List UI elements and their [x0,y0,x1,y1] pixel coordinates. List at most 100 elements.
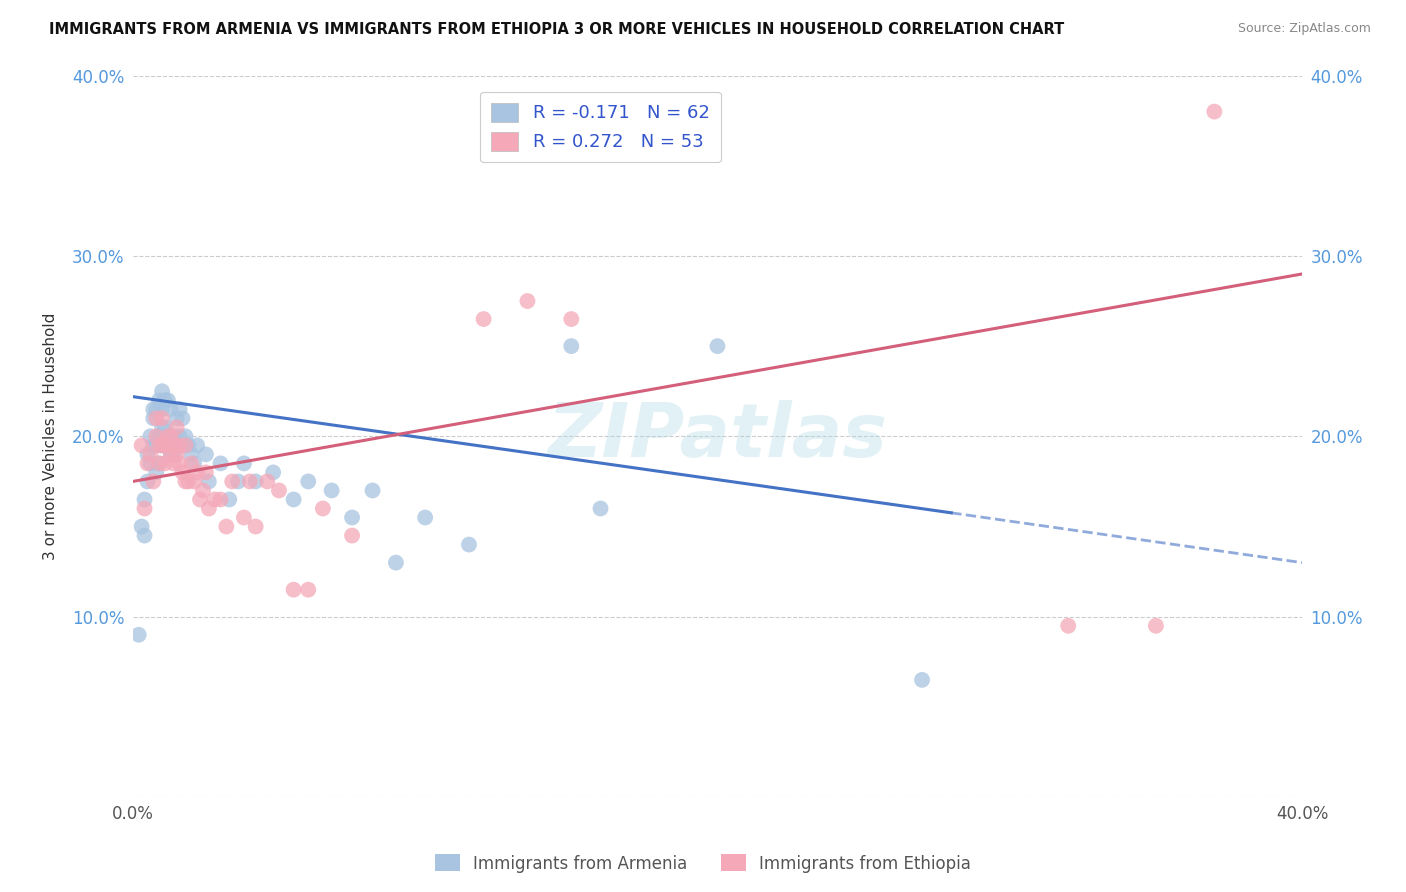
Point [163,457,186,471]
Point [148,457,170,471]
Point [385,556,408,570]
Point [177,438,200,452]
Point [183,475,205,489]
Point [361,483,384,498]
Point [160,429,183,443]
Point [148,393,170,408]
Point [153,457,176,471]
Point [136,475,159,489]
Point [145,411,167,425]
Point [128,628,150,642]
Point [560,339,582,353]
Point [150,402,173,417]
Point [131,519,153,533]
Point [160,402,183,417]
Point [131,438,153,452]
Point [160,429,183,443]
Point [150,384,173,399]
Point [156,429,179,443]
Point [145,466,167,480]
Point [166,438,188,452]
Point [245,475,267,489]
Point [134,492,156,507]
Point [209,492,232,507]
Point [148,438,170,452]
Point [172,411,194,425]
Point [139,429,162,443]
Point [160,447,183,461]
Point [150,438,173,452]
Point [312,501,335,516]
Point [191,483,214,498]
Point [148,457,170,471]
Point [180,457,202,471]
Point [458,538,481,552]
Point [188,492,211,507]
Point [267,483,290,498]
Point [169,429,191,443]
Point [218,492,240,507]
Point [169,402,191,417]
Legend: R = -0.171   N = 62, R = 0.272   N = 53: R = -0.171 N = 62, R = 0.272 N = 53 [481,92,720,162]
Point [245,519,267,533]
Y-axis label: 3 or more Vehicles in Household: 3 or more Vehicles in Household [44,312,58,560]
Point [1204,104,1226,119]
Point [150,438,173,452]
Point [232,457,254,471]
Point [166,411,188,425]
Point [174,429,197,443]
Point [136,457,159,471]
Point [134,528,156,542]
Point [297,582,319,597]
Point [150,420,173,434]
Point [198,501,221,516]
Point [172,466,194,480]
Point [153,438,176,452]
Point [174,438,197,452]
Point [169,438,191,452]
Point [142,475,165,489]
Point [283,492,305,507]
Point [169,457,191,471]
Point [706,339,728,353]
Point [166,420,188,434]
Point [172,438,194,452]
Point [194,466,217,480]
Point [256,475,278,489]
Point [145,402,167,417]
Point [215,519,238,533]
Point [239,475,262,489]
Point [262,466,284,480]
Point [174,475,197,489]
Point [142,402,165,417]
Point [156,393,179,408]
Point [142,438,165,452]
Point [209,457,232,471]
Point [413,510,436,524]
Point [340,528,363,542]
Point [198,475,221,489]
Point [340,510,363,524]
Point [194,447,217,461]
Point [321,483,343,498]
Point [142,411,165,425]
Point [516,293,538,308]
Point [1144,619,1167,633]
Point [911,673,934,687]
Point [139,457,162,471]
Point [145,429,167,443]
Point [148,429,170,443]
Point [156,429,179,443]
Point [472,312,495,326]
Point [560,312,582,326]
Point [163,438,186,452]
Point [186,466,208,480]
Point [226,475,249,489]
Point [204,492,226,507]
Point [153,393,176,408]
Legend: Immigrants from Armenia, Immigrants from Ethiopia: Immigrants from Armenia, Immigrants from… [429,847,977,880]
Point [232,510,254,524]
Point [177,475,200,489]
Point [136,447,159,461]
Point [139,447,162,461]
